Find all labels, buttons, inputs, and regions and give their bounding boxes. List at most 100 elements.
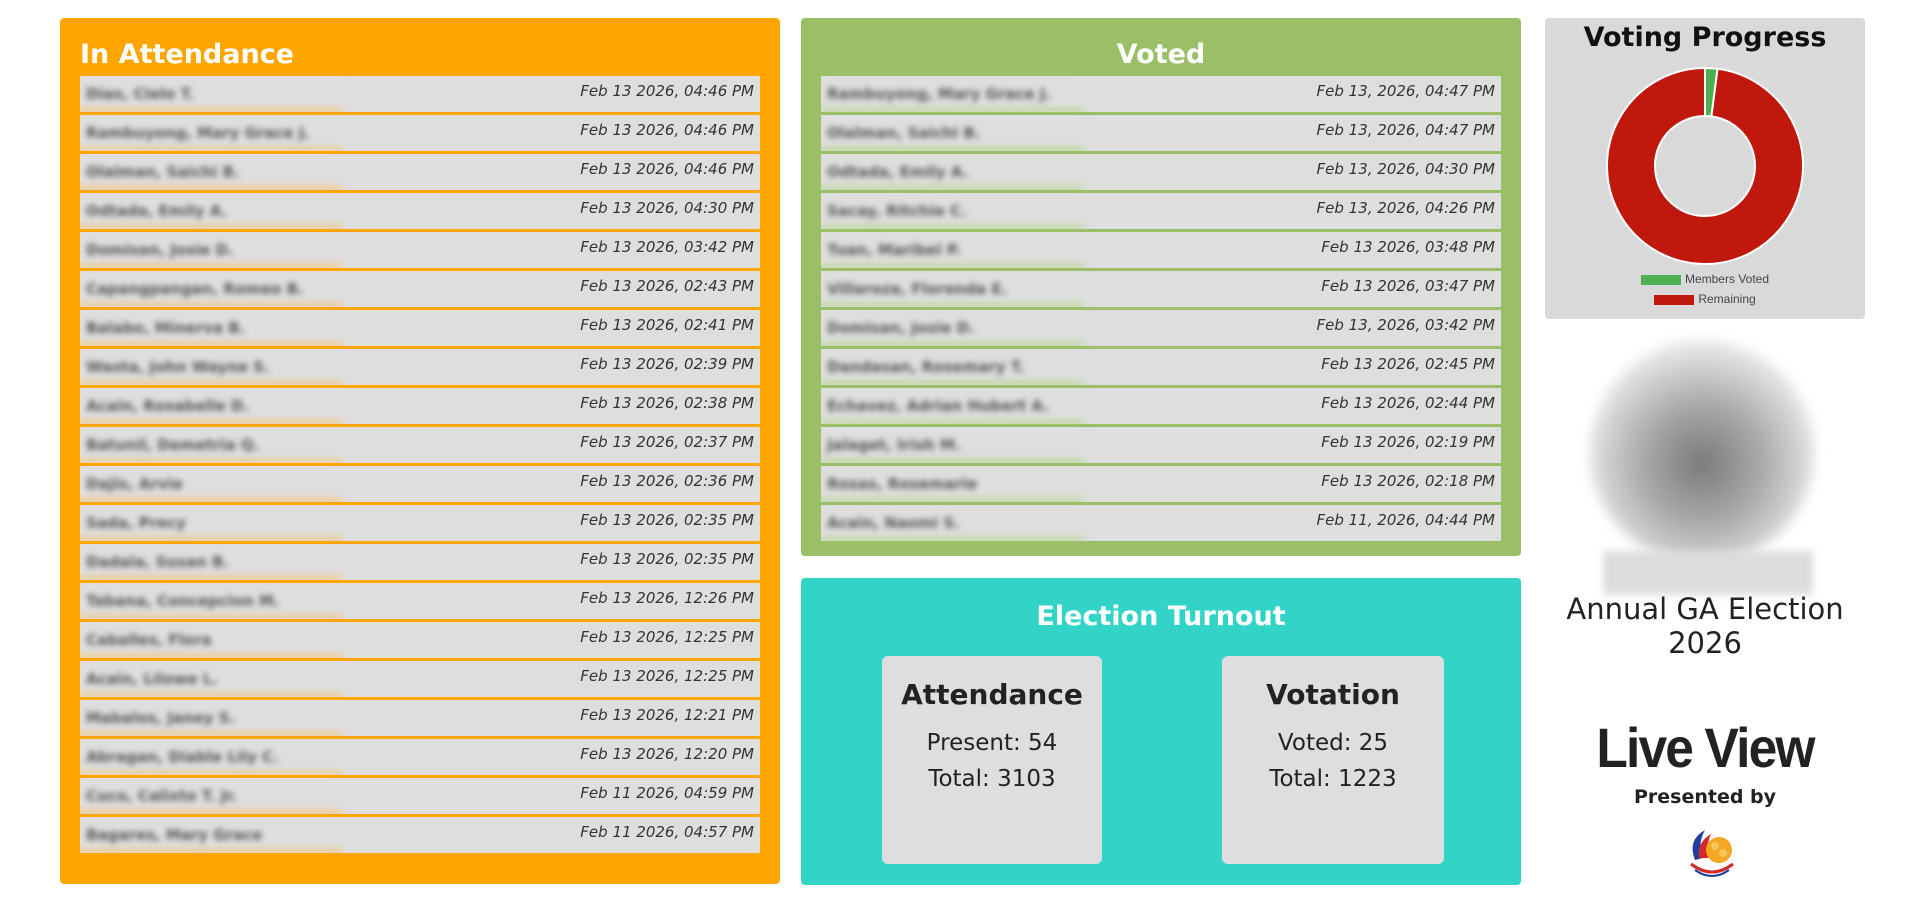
voted-row-date: Feb 13 2026, 03:47 PM [1321, 277, 1495, 295]
legend-remaining: Remaining [1545, 292, 1865, 310]
voted-row-date: Feb 11, 2026, 04:44 PM [1316, 511, 1495, 529]
voted-row-date: Feb 13 2026, 02:18 PM [1321, 472, 1495, 490]
attendance-total-label: Total: [928, 766, 990, 792]
voted-row: Tuan, Maribel P. Feb 13 2026, 03:48 PM [821, 232, 1501, 271]
legend-voted-label: Members Voted [1684, 272, 1770, 286]
attendance-row-name: Abragan, Diable Lily C. [80, 739, 342, 775]
voted-row-name: Acain, Naomi S. [821, 505, 1083, 541]
attendance-row: Abragan, Diable Lily C. Feb 13 2026, 12:2… [80, 739, 760, 778]
attendance-row: Dadala, Susan B. Feb 13 2026, 02:35 PM [80, 544, 760, 583]
voting-progress-title: Voting Progress [1583, 22, 1827, 53]
voted-panel: Voted Rambuyong, Mary Grace J. Feb 13, 20… [801, 18, 1521, 556]
attendance-row-name: Mabalos, Janey S. [80, 700, 342, 736]
attendance-row: Sada, Precy Feb 13 2026, 02:35 PM [80, 505, 760, 544]
attendance-row-name: Dajis, Arvie [80, 466, 342, 502]
attendance-row-name: Wasta, John Wayne S. [80, 349, 342, 385]
voted-row: Echavez, Adrian Hubert A. Feb 13 2026, 02… [821, 388, 1501, 427]
voted-value: 25 [1358, 730, 1389, 756]
votation-card: Votation Voted: 25 Total: 1223 [1222, 656, 1444, 864]
voted-row-name: Olalman, Saichi B. [821, 115, 1083, 151]
present-value: 54 [1028, 730, 1058, 756]
legend-voted-swatch [1640, 274, 1681, 285]
voted-row: Odtada, Emily A. Feb 13, 2026, 04:30 PM [821, 154, 1501, 193]
attendance-row-date: Feb 13 2026, 12:25 PM [580, 628, 754, 646]
attendance-row-date: Feb 13 2026, 02:41 PM [580, 316, 754, 334]
voted-row-name: Domisan, Josie D. [821, 310, 1083, 346]
voted-row: Rosas, Rosemarie Feb 13 2026, 02:18 PM [821, 466, 1501, 505]
turnout-panel: Election Turnout Attendance Present: 54 … [801, 578, 1521, 885]
legend-remaining-swatch [1654, 294, 1695, 305]
attendance-row-name: Cuco, Calixto T. Jr. [80, 778, 342, 814]
voted-row: Olalman, Saichi B. Feb 13, 2026, 04:47 PM [821, 115, 1501, 154]
attendance-row-name: Acain, Lilowe L. [80, 661, 342, 697]
attendance-row-date: Feb 13 2026, 02:39 PM [580, 355, 754, 373]
username-placeholder [1603, 551, 1813, 595]
votation-total-line: Total: 1223 [1222, 761, 1444, 797]
attendance-row-date: Feb 13 2026, 12:26 PM [580, 589, 754, 607]
voted-row-name: Rambuyong, Mary Grace J. [821, 76, 1083, 112]
attendance-row: Olalman, Saichi B. Feb 13 2026, 04:46 PM [80, 154, 760, 193]
attendance-row: Domisan, Josie D. Feb 13 2026, 03:42 PM [80, 232, 760, 271]
attendance-row-name: Caballes, Flora [80, 622, 342, 658]
attendance-title: In Attendance [80, 39, 294, 70]
voted-line: Voted: 25 [1222, 725, 1444, 761]
attendance-row-name: Olalman, Saichi B. [80, 154, 342, 190]
turnout-title: Election Turnout [1036, 601, 1286, 632]
attendance-row-date: Feb 13 2026, 04:30 PM [580, 199, 754, 217]
attendance-row-name: Tabana, Concepcion M. [80, 583, 342, 619]
attendance-row-date: Feb 13 2026, 04:46 PM [580, 160, 754, 178]
attendance-row-date: Feb 13 2026, 03:42 PM [580, 238, 754, 256]
attendance-row-date: Feb 13 2026, 02:35 PM [580, 550, 754, 568]
attendance-row-date: Feb 13 2026, 02:38 PM [580, 394, 754, 412]
attendance-row-name: Dadala, Susan B. [80, 544, 342, 580]
voting-progress-panel: Voting Progress Members Voted Remaining [1545, 18, 1865, 319]
attendance-row-name: Bagares, Mary Grace [80, 817, 342, 853]
attendance-card: Attendance Present: 54 Total: 3103 [882, 656, 1102, 864]
presented-by-label: Presented by [1633, 786, 1777, 808]
voted-row: Domisan, Josie D. Feb 13, 2026, 03:42 PM [821, 310, 1501, 349]
voted-row-name: Jalaget, Irish M. [821, 427, 1083, 463]
attendance-row: Capangpangan, Romeo B. Feb 13 2026, 02:43… [80, 271, 760, 310]
live-view-heading: Live View [1596, 716, 1815, 779]
voted-row: Villaroza, Florenda E. Feb 13 2026, 03:47… [821, 271, 1501, 310]
voted-row-date: Feb 13 2026, 02:44 PM [1321, 394, 1495, 412]
donut-slice-remaining [1606, 66, 1804, 265]
attendance-row-name: Batunil, Demetria Q. [80, 427, 342, 463]
voted-row-date: Feb 13 2026, 03:48 PM [1321, 238, 1495, 256]
voted-label: Voted: [1277, 730, 1352, 756]
avatar [1590, 340, 1814, 564]
present-line: Present: 54 [882, 725, 1102, 761]
attendance-row-name: Dias, Cielo T. [80, 76, 342, 112]
voted-row-name: Rosas, Rosemarie [821, 466, 1083, 502]
voted-row: Jalaget, Irish M. Feb 13 2026, 02:19 PM [821, 427, 1501, 466]
voted-row-name: Echavez, Adrian Hubert A. [821, 388, 1083, 424]
attendance-row-name: Acain, Rosabelle D. [80, 388, 342, 424]
votation-total-label: Total: [1269, 766, 1331, 792]
attendance-row-name: Balabo, Minerva B. [80, 310, 342, 346]
voted-row-name: Sacay, Ritchie C. [821, 193, 1083, 229]
attendance-row: Acain, Lilowe L. Feb 13 2026, 12:25 PM [80, 661, 760, 700]
voted-row-date: Feb 13 2026, 02:19 PM [1321, 433, 1495, 451]
attendance-row: Rambuyong, Mary Grace J. Feb 13 2026, 04:… [80, 115, 760, 154]
attendance-row: Balabo, Minerva B. Feb 13 2026, 02:41 PM [80, 310, 760, 349]
voted-row-date: Feb 13, 2026, 04:26 PM [1316, 199, 1495, 217]
attendance-row-date: Feb 11 2026, 04:59 PM [580, 784, 754, 802]
voted-row-name: Tuan, Maribel P. [821, 232, 1083, 268]
attendance-row-name: Rambuyong, Mary Grace J. [80, 115, 342, 151]
attendance-row: Cuco, Calixto T. Jr. Feb 11 2026, 04:59 P… [80, 778, 760, 817]
coop-logo-icon [1690, 830, 1734, 877]
voted-row-date: Feb 13 2026, 02:45 PM [1321, 355, 1495, 373]
attendance-row-date: Feb 13 2026, 02:37 PM [580, 433, 754, 451]
attendance-list: Dias, Cielo T. Feb 13 2026, 04:46 PM Rambu… [80, 76, 760, 856]
attendance-row: Dajis, Arvie Feb 13 2026, 02:36 PM [80, 466, 760, 505]
voted-title: Voted [1116, 39, 1206, 70]
attendance-row-date: Feb 13 2026, 12:25 PM [580, 667, 754, 685]
voted-row-date: Feb 13, 2026, 04:47 PM [1316, 121, 1495, 139]
voted-row-name: Dandasan, Rosemary T. [821, 349, 1083, 385]
attendance-panel: In Attendance Dias, Cielo T. Feb 13 2026,… [60, 18, 780, 884]
voted-row: Acain, Naomi S. Feb 11, 2026, 04:44 PM [821, 505, 1501, 544]
attendance-row-name: Sada, Precy [80, 505, 342, 541]
votation-total-value: 1223 [1338, 766, 1397, 792]
attendance-row: Mabalos, Janey S. Feb 13 2026, 12:21 PM [80, 700, 760, 739]
attendance-row: Tabana, Concepcion M. Feb 13 2026, 12:26 … [80, 583, 760, 622]
